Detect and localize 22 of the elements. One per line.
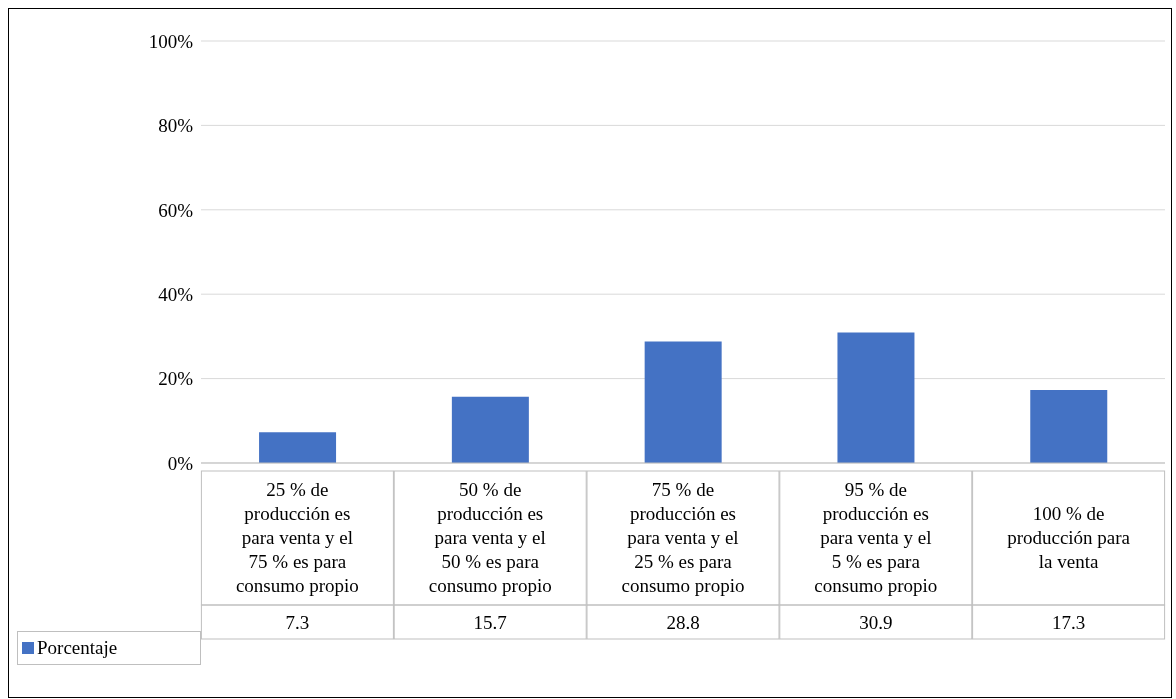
x-tick-label: 75 % de producción es para venta y el 25 % es para consumo propio — [621, 479, 745, 596]
y-tick-label: 20% — [158, 368, 194, 390]
data-label: 7.3 — [285, 612, 310, 633]
x-tick-label: 95 % de producción es para venta y el 5 % es para consumo propio — [814, 479, 938, 596]
y-tick-label: 40% — [158, 283, 194, 305]
data-label: 15.7 — [473, 612, 507, 633]
y-tick-label: 60% — [158, 199, 194, 221]
y-tick-label: 100% — [148, 30, 194, 52]
y-tick-label: 0% — [167, 452, 194, 474]
x-tick-label: 100 % de producción para la venta — [1007, 503, 1131, 572]
data-label: 30.9 — [859, 612, 893, 633]
bar — [837, 332, 915, 463]
bar — [259, 432, 337, 463]
x-tick-label: 25 % de producción es para venta y el 75 % es para consumo propio — [235, 479, 359, 596]
data-label: 17.3 — [1051, 612, 1086, 633]
bar — [1030, 389, 1108, 463]
legend-label: Porcentaje — [37, 637, 118, 659]
y-tick-label: 80% — [158, 115, 194, 137]
bar — [644, 341, 722, 463]
bar — [451, 396, 529, 463]
x-tick-label: 50 % de producción es para venta y el 50 % es para consumo propio — [428, 479, 552, 596]
data-label: 28.8 — [666, 612, 700, 633]
